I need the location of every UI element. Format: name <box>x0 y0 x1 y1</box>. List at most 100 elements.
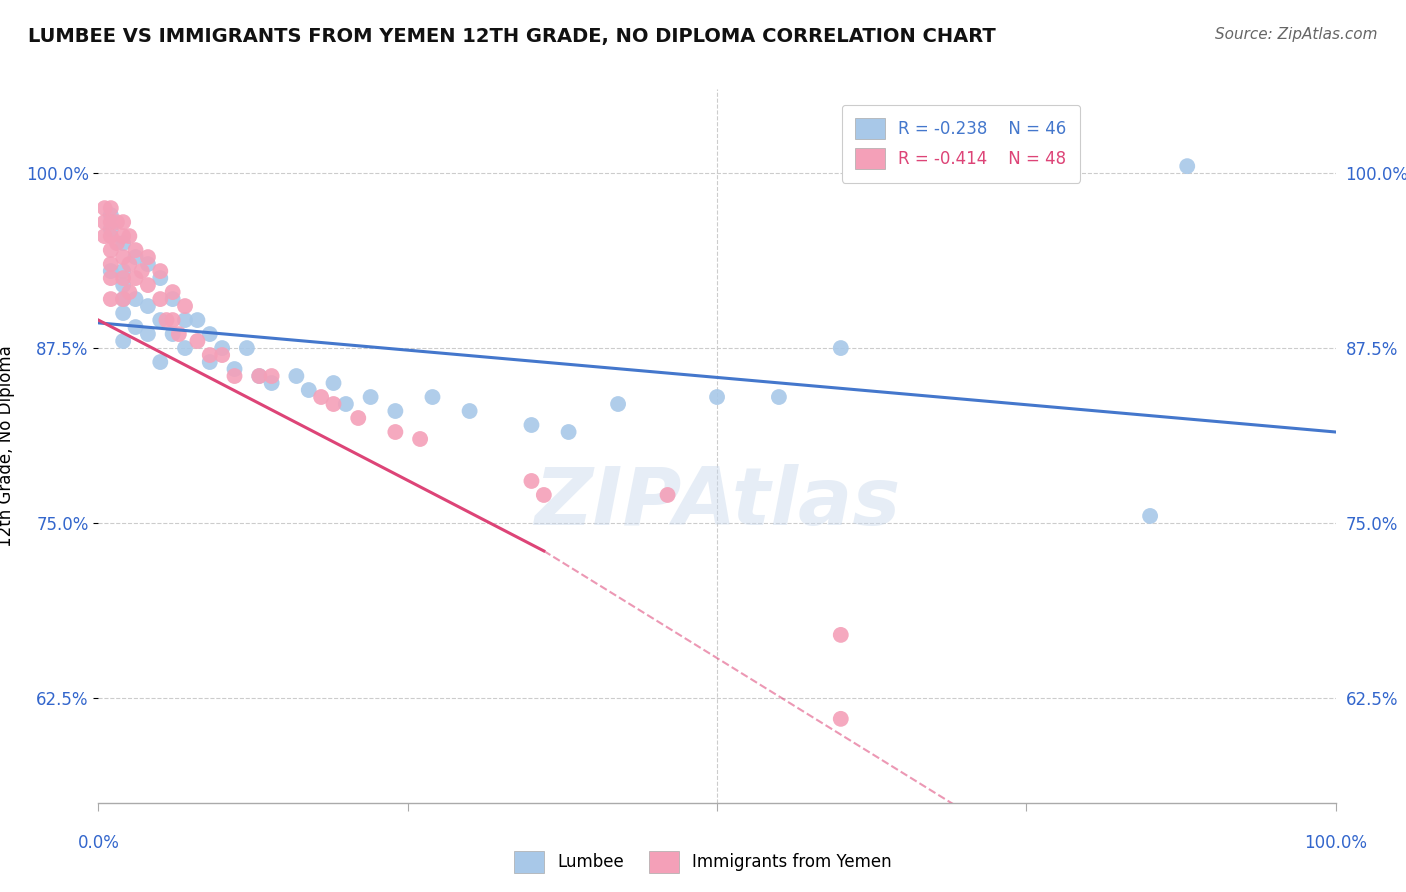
Point <box>118 285 141 299</box>
Point <box>347 411 370 425</box>
Point <box>155 313 177 327</box>
Point <box>533 488 555 502</box>
Point <box>322 376 344 390</box>
Point <box>136 257 159 271</box>
Point <box>112 250 135 264</box>
Point <box>100 292 122 306</box>
Point <box>607 397 630 411</box>
Point <box>112 236 135 251</box>
Point <box>118 229 141 244</box>
Point <box>162 285 184 299</box>
Point <box>285 369 308 384</box>
Point <box>1139 508 1161 523</box>
Point <box>298 383 321 397</box>
Point <box>174 299 197 313</box>
Point <box>124 292 146 306</box>
Point <box>100 271 122 285</box>
Point <box>657 488 679 502</box>
Point <box>186 313 208 327</box>
Point <box>93 215 115 229</box>
Point <box>384 425 406 439</box>
Point <box>557 425 579 439</box>
Point <box>768 390 790 404</box>
Point <box>112 334 135 348</box>
Point <box>112 229 135 244</box>
Point <box>335 397 357 411</box>
Point <box>422 390 444 404</box>
Text: LUMBEE VS IMMIGRANTS FROM YEMEN 12TH GRADE, NO DIPLOMA CORRELATION CHART: LUMBEE VS IMMIGRANTS FROM YEMEN 12TH GRA… <box>28 27 995 45</box>
Point <box>112 292 135 306</box>
Point <box>236 341 259 355</box>
Point <box>520 417 543 432</box>
Text: 0.0%: 0.0% <box>77 834 120 852</box>
Point <box>247 369 270 384</box>
Point <box>124 320 146 334</box>
Point <box>100 201 122 215</box>
Point <box>198 348 221 362</box>
Point <box>100 257 122 271</box>
Point <box>149 271 172 285</box>
Point <box>458 404 481 418</box>
Point <box>149 355 172 369</box>
Point <box>211 341 233 355</box>
Point <box>112 271 135 285</box>
Point <box>174 341 197 355</box>
Point <box>136 327 159 342</box>
Text: 100.0%: 100.0% <box>1305 834 1367 852</box>
Legend: Lumbee, Immigrants from Yemen: Lumbee, Immigrants from Yemen <box>508 845 898 880</box>
Point <box>384 404 406 418</box>
Point <box>198 355 221 369</box>
Point <box>260 376 283 390</box>
Point <box>211 348 233 362</box>
Point <box>100 215 122 229</box>
Point <box>105 236 128 251</box>
Point <box>1175 159 1198 173</box>
Point <box>118 257 141 271</box>
Point <box>100 229 122 244</box>
Y-axis label: 12th Grade, No Diploma: 12th Grade, No Diploma <box>0 345 14 547</box>
Point <box>93 229 115 244</box>
Point <box>124 271 146 285</box>
Legend: R = -0.238    N = 46, R = -0.414    N = 48: R = -0.238 N = 46, R = -0.414 N = 48 <box>842 104 1080 183</box>
Point <box>198 327 221 342</box>
Point <box>322 397 344 411</box>
Point <box>224 362 246 376</box>
Point <box>309 390 332 404</box>
Point <box>149 264 172 278</box>
Point <box>112 292 135 306</box>
Point <box>112 264 135 278</box>
Point <box>520 474 543 488</box>
Point <box>105 215 128 229</box>
Point <box>112 278 135 293</box>
Point <box>136 299 159 313</box>
Point <box>162 313 184 327</box>
Point <box>247 369 270 384</box>
Point <box>409 432 432 446</box>
Point <box>149 292 172 306</box>
Point <box>136 250 159 264</box>
Point <box>112 306 135 320</box>
Text: Source: ZipAtlas.com: Source: ZipAtlas.com <box>1215 27 1378 42</box>
Point <box>260 369 283 384</box>
Point <box>360 390 382 404</box>
Point <box>100 264 122 278</box>
Point <box>706 390 728 404</box>
Point <box>100 243 122 257</box>
Point <box>174 313 197 327</box>
Text: ZIPAtlas: ZIPAtlas <box>534 464 900 542</box>
Point <box>100 222 122 236</box>
Point <box>149 313 172 327</box>
Point <box>131 264 153 278</box>
Point <box>830 628 852 642</box>
Point <box>136 278 159 293</box>
Point <box>162 292 184 306</box>
Point <box>93 201 115 215</box>
Point <box>830 712 852 726</box>
Point <box>224 369 246 384</box>
Point <box>162 327 184 342</box>
Point <box>167 327 190 342</box>
Point <box>124 250 146 264</box>
Point <box>124 243 146 257</box>
Point <box>112 215 135 229</box>
Point <box>100 208 122 222</box>
